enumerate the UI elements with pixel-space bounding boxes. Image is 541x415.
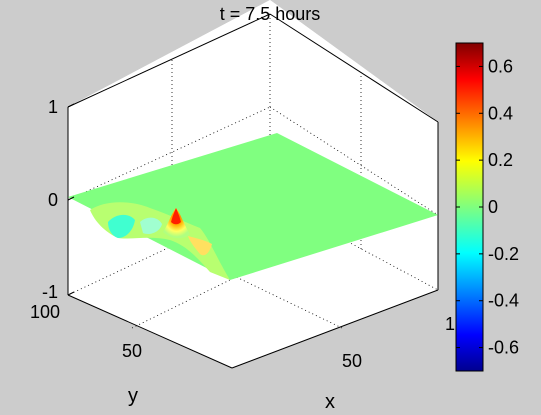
colorbar: 0.6 0.4 0.2 0 -0.2 -0.4 -0.6: [455, 42, 519, 372]
colorbar-tick-label: 0.6: [488, 56, 513, 76]
z-tick-label: 0: [48, 190, 58, 210]
colorbar-tick-label: -0.2: [488, 244, 519, 264]
y-axis-label: y: [128, 385, 138, 407]
x-axis-label: x: [325, 391, 335, 413]
colorbar-tick-label: -0.6: [488, 338, 519, 358]
x-tick-label: 50: [342, 351, 362, 371]
surface: [68, 133, 438, 280]
colorbar-ticks: 0.6 0.4 0.2 0 -0.2 -0.4 -0.6: [456, 56, 519, 358]
colorbar-tick-label: -0.4: [488, 291, 519, 311]
colorbar-gradient: [455, 42, 484, 372]
plot-region: [67, 13, 439, 369]
z-tick-label: 1: [48, 97, 58, 117]
surface-trough-mid: [140, 217, 162, 234]
colorbar-tick-label: 0.4: [488, 103, 513, 123]
z-tick-marks: [67, 103, 75, 296]
surface-ridge: [188, 236, 212, 256]
surface-plane: [68, 133, 438, 280]
y-tick-label: 50: [122, 341, 142, 361]
surface-peak-tip: [171, 208, 181, 225]
y-tick-label: 100: [30, 302, 60, 322]
colorbar-tick-label: 0: [488, 197, 498, 217]
box-outline: [67, 13, 439, 369]
surface-trough-left: [108, 214, 135, 238]
colorbar-tick-label: 0.2: [488, 150, 513, 170]
z-tick-label: -1: [42, 282, 58, 302]
chart-title: t = 7.5 hours: [220, 4, 321, 24]
